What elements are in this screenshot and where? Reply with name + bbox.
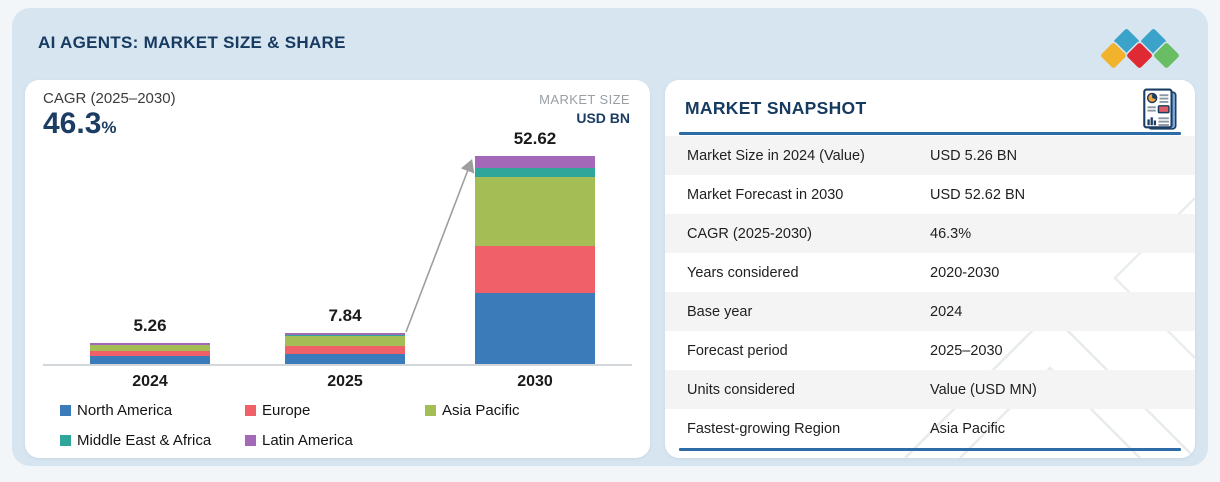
bar-total-label-2025: 7.84 — [328, 306, 362, 325]
row-value: USD 5.26 BN — [930, 147, 1018, 164]
x-axis-line — [43, 364, 632, 366]
bar-segment-europe — [90, 350, 210, 356]
bar-segment-europe — [285, 345, 405, 354]
table-row-forecast-period: Forecast period 2025–2030 — [665, 331, 1195, 370]
bar-segment-north-america — [475, 292, 595, 364]
table-row-market-size-in-2024-value: Market Size in 2024 (Value) USD 5.26 BN — [665, 136, 1195, 175]
row-value: 2025–2030 — [930, 342, 1003, 359]
bar-segment-asia-pacific — [90, 345, 210, 351]
cagr-value: 46.3% — [43, 107, 117, 140]
legend-item-latin-america: Latin America — [245, 432, 353, 449]
table-row-fastest-growing-region: Fastest-growing Region Asia Pacific — [665, 409, 1195, 448]
bar-segment-north-america — [90, 355, 210, 364]
cagr-unit: % — [101, 118, 117, 137]
legend-swatch-middle-east-africa — [60, 435, 71, 446]
x-tick-2024: 2024 — [132, 373, 168, 390]
bar-segment-asia-pacific — [285, 335, 405, 346]
snapshot-table: Market Size in 2024 (Value) USD 5.26 BN Ma… — [665, 136, 1195, 448]
row-label: Years considered — [687, 264, 799, 281]
table-row-units-considered: Units considered Value (USD MN) — [665, 370, 1195, 409]
market-size-chart-card: CAGR (2025–2030) 46.3% MARKET SIZE USD B… — [25, 80, 650, 458]
bar-total-label-2030: 52.62 — [513, 129, 557, 148]
legend-item-europe: Europe — [245, 402, 310, 419]
brand-logo — [1094, 20, 1180, 69]
table-row-base-year: Base year 2024 — [665, 292, 1195, 331]
market-size-caption: MARKET SIZE — [539, 92, 630, 107]
legend-label: Latin America — [262, 432, 353, 449]
legend-swatch-europe — [245, 405, 256, 416]
legend-label: Asia Pacific — [442, 402, 520, 419]
bar-2025 — [285, 333, 405, 364]
x-tick-2030: 2030 — [517, 373, 553, 390]
bar-segment-latin-america — [475, 156, 595, 168]
bar-segment-europe — [475, 246, 595, 293]
row-label: Market Size in 2024 (Value) — [687, 147, 865, 164]
bar-segment-asia-pacific — [475, 177, 595, 247]
row-label: Units considered — [687, 381, 795, 398]
row-value: 46.3% — [930, 225, 972, 242]
bar-2024 — [90, 343, 210, 364]
table-row-years-considered: Years considered 2020-2030 — [665, 253, 1195, 292]
bar-segment-middle-east-africa — [285, 335, 405, 336]
snapshot-title: MARKET SNAPSHOT — [685, 98, 867, 118]
bar-segment-latin-america — [285, 333, 405, 336]
table-row-cagr-2025-2030: CAGR (2025-2030) 46.3% — [665, 214, 1195, 253]
row-value: Asia Pacific — [930, 420, 1005, 437]
legend-label: Europe — [262, 402, 311, 419]
row-label: Fastest-growing Region — [687, 420, 841, 437]
market-snapshot-card: MARKET SNAPSHOT Market Size in 2024 (Val… — [665, 80, 1195, 458]
row-value: Value (USD MN) — [930, 381, 1037, 398]
x-tick-2025: 2025 — [327, 373, 363, 390]
infographic-panel: AI AGENTS: MARKET SIZE & SHARE CAGR (202… — [12, 8, 1208, 466]
table-row-market-forecast-in-2030: Market Forecast in 2030 USD 52.62 BN — [665, 175, 1195, 214]
row-label: Forecast period — [687, 342, 788, 359]
row-label: Base year — [687, 303, 753, 320]
legend-swatch-asia-pacific — [425, 405, 436, 416]
table-bottom-rule — [679, 448, 1181, 451]
legend-swatch-north-america — [60, 405, 71, 416]
bar-segment-latin-america — [90, 343, 210, 345]
row-label: Market Forecast in 2030 — [687, 186, 844, 203]
legend-label: North America — [77, 402, 173, 419]
bar-2030 — [475, 156, 595, 364]
page-title: AI AGENTS: MARKET SIZE & SHARE — [38, 33, 346, 52]
title-underline — [679, 132, 1181, 135]
usd-bn-caption: USD BN — [576, 109, 630, 126]
legend-item-north-america: North America — [60, 402, 172, 419]
bar-segment-middle-east-africa — [475, 167, 595, 178]
report-document-icon — [1143, 88, 1177, 130]
row-label: CAGR (2025-2030) — [687, 225, 812, 242]
cagr-label: CAGR (2025–2030) — [43, 90, 176, 107]
row-value: 2020-2030 — [930, 264, 1000, 281]
legend-item-middle-east-africa: Middle East & Africa — [60, 432, 211, 449]
bar-segment-north-america — [285, 353, 405, 364]
row-value: USD 52.62 BN — [930, 186, 1026, 203]
row-value: 2024 — [930, 303, 963, 320]
axis-units-note: MARKET SIZE USD BN — [539, 92, 630, 127]
legend-label: Middle East & Africa — [77, 432, 212, 449]
legend-item-asia-pacific: Asia Pacific — [425, 402, 520, 419]
legend-swatch-latin-america — [245, 435, 256, 446]
bar-total-label-2024: 5.26 — [133, 316, 167, 336]
cagr-block: CAGR (2025–2030) 46.3% — [43, 90, 176, 140]
